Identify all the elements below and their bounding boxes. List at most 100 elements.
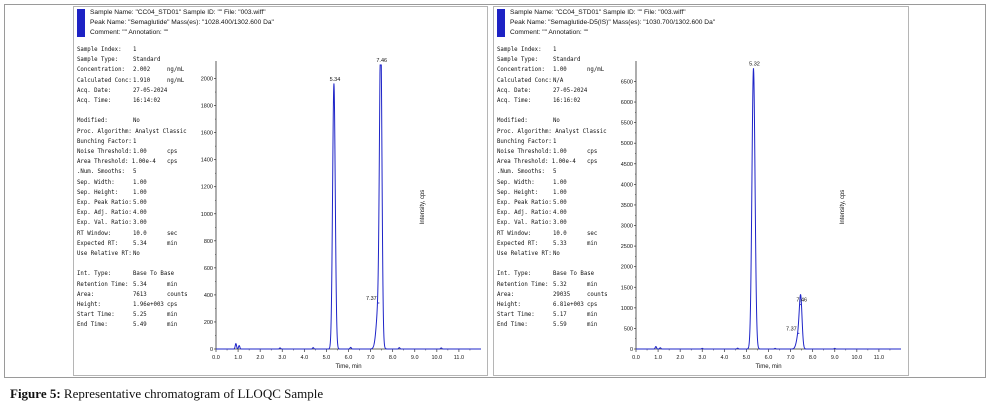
figure-caption-text: Representative chromatogram of LLOQC Sam…	[63, 386, 324, 401]
info-value: No	[133, 118, 140, 125]
info-key: End Time:	[497, 322, 528, 329]
y-tick-label: 4500	[621, 162, 633, 168]
info-value: 10.0	[553, 230, 567, 237]
peak-label: 7.37	[786, 326, 797, 332]
sample-name-line: Sample Name: "CC04_STD01" Sample ID: "" …	[90, 9, 266, 16]
info-unit: min	[587, 240, 598, 247]
x-axis-title: Time, min	[755, 364, 781, 370]
info-value: 1.910	[133, 77, 151, 84]
info-key: Sep. Width:	[77, 179, 115, 186]
peak-name-line: Peak Name: "Semaglutide" Mass(es): "1028…	[90, 19, 274, 26]
info-value: 5.00	[133, 200, 147, 206]
info-key: Use Relative RT:	[77, 251, 132, 257]
info-value: 1.96e+003	[133, 302, 164, 308]
y-tick-label: 500	[624, 326, 633, 332]
peak-apex-point	[380, 64, 382, 66]
info-key: Area:	[497, 291, 515, 298]
peak-apex-point	[378, 302, 380, 304]
info-value: 5.59	[553, 322, 567, 329]
y-tick-label: 2000	[621, 265, 633, 271]
info-key: Sample Type:	[497, 57, 539, 64]
x-tick-label: 1.0	[234, 355, 242, 361]
x-tick-label: 0.0	[632, 355, 640, 361]
info-value: 1	[133, 47, 137, 53]
y-tick-label: 1500	[621, 285, 633, 291]
info-key: Noise Threshold:	[77, 149, 132, 155]
info-value: 5.17	[553, 312, 567, 319]
info-key: Exp. Peak Ratio:	[497, 200, 552, 206]
info-key: Sep. Width:	[497, 179, 535, 186]
y-axis-title: Intensity, cps	[420, 190, 426, 225]
peak-label: 5.32	[749, 62, 760, 68]
info-key: Exp. Adj. Ratio:	[77, 210, 132, 217]
info-key: Retention Time:	[497, 281, 549, 288]
peak-apex-point	[752, 68, 755, 70]
info-key: Acq. Date:	[77, 87, 112, 94]
info-key: .Num. Smooths:	[77, 169, 125, 176]
y-tick-label: 600	[204, 266, 213, 272]
info-key: Proc. Algorithm: Analyst Classic	[77, 128, 187, 135]
chromatogram-svg: 0 200 400 600 800 1000 1200 1400 1600 1800 2000 0.0…	[201, 58, 481, 370]
x-tick-label: 4.0	[301, 355, 309, 361]
info-key: .Num. Smooths:	[497, 169, 545, 176]
info-unit: cps	[167, 159, 178, 166]
x-axis-title: Time, min	[335, 364, 361, 370]
x-tick-label: 3.0	[698, 355, 706, 361]
info-value: 1	[553, 47, 557, 53]
x-tick-label: 8.0	[389, 355, 397, 361]
info-key: End Time:	[77, 322, 108, 329]
chromatogram-trace	[216, 64, 481, 350]
info-value: 5.32	[553, 281, 567, 288]
info-value: 27-05-2024	[553, 87, 588, 94]
y-tick-label: 2500	[621, 244, 633, 250]
info-value: Standard	[553, 57, 581, 64]
info-value: 1	[133, 138, 137, 145]
blue-marker-bar	[497, 9, 505, 37]
y-tick-label: 3500	[621, 203, 633, 209]
x-tick-label: 5.0	[323, 355, 331, 361]
info-value: 16:14:02	[133, 98, 161, 104]
y-tick-label: 2000	[201, 77, 213, 83]
x-tick-label: 9.0	[831, 355, 839, 361]
info-key: Acq. Time:	[497, 98, 532, 104]
info-key: Exp. Adj. Ratio:	[497, 210, 552, 217]
chromatogram-chart: 0 500 1000 1500 2000 2500 3000 3500 4000 4500 5000…	[618, 55, 903, 375]
x-tick-label: 6.0	[345, 355, 353, 361]
info-unit: min	[167, 312, 178, 319]
x-tick-label: 10.0	[431, 355, 442, 361]
y-tick-label: 4000	[621, 182, 633, 188]
comment-line: Comment: "" Annotation: ""	[90, 29, 169, 36]
info-key: Acq. Time:	[77, 98, 112, 104]
y-tick-label: 1000	[621, 306, 633, 312]
y-tick-label: 6000	[621, 100, 633, 106]
info-unit: cps	[587, 149, 598, 155]
figure-caption: Figure 5: Representative chromatogram of…	[10, 386, 323, 402]
info-unit: cps	[167, 302, 178, 308]
peak-label: 7.37	[366, 296, 377, 302]
info-value: 2.002	[133, 67, 151, 74]
info-value: 4.00	[133, 210, 147, 217]
y-tick-label: 0	[210, 347, 213, 353]
peak-label: 7.46	[376, 58, 387, 64]
info-unit: counts	[587, 291, 608, 298]
figure-frame	[4, 4, 986, 378]
info-unit: min	[587, 312, 598, 319]
info-value: Standard	[133, 57, 161, 64]
info-value: 10.0	[133, 230, 147, 237]
info-key: Sep. Height:	[77, 189, 119, 196]
x-tick-label: 1.0	[654, 355, 662, 361]
y-tick-label: 1200	[201, 185, 213, 191]
info-key: Sample Index:	[77, 47, 122, 53]
info-key: Int. Type:	[497, 271, 532, 278]
info-key: Sample Type:	[77, 57, 119, 64]
info-value: 1.00	[553, 189, 567, 196]
y-tick-label: 5500	[621, 121, 633, 127]
info-value: 5.25	[133, 312, 147, 319]
info-value: 6.81e+003	[553, 302, 584, 308]
info-key: Height:	[497, 302, 521, 308]
info-key: Start Time:	[77, 312, 115, 319]
blue-marker-bar	[77, 9, 85, 37]
info-key: Calculated Conc:	[497, 77, 552, 84]
info-unit: min	[167, 322, 178, 329]
info-value: No	[553, 118, 560, 125]
